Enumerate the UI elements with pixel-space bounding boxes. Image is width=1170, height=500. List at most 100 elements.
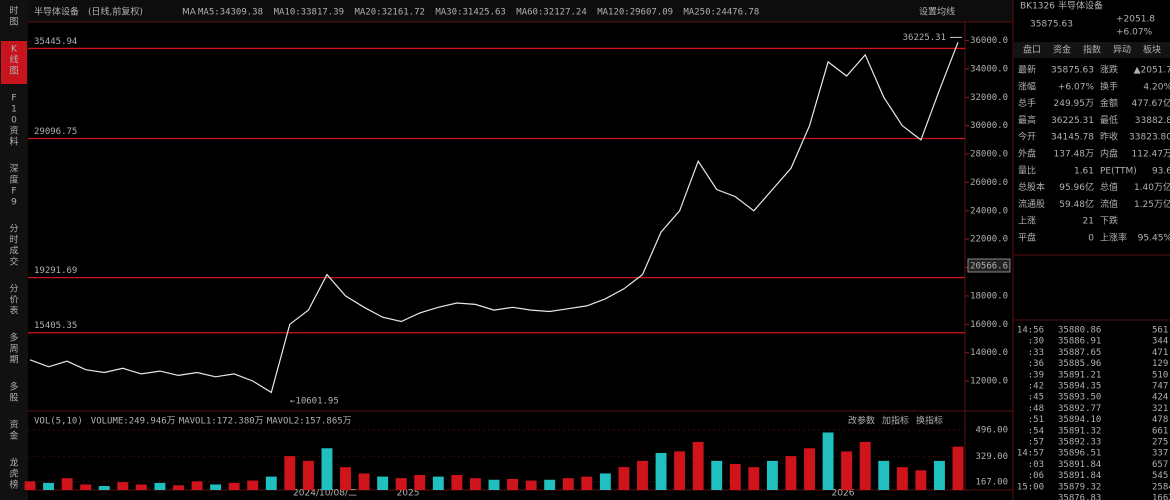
quote-label: 涨幅 bbox=[1018, 80, 1036, 92]
toolbar-char[interactable]: 榜 bbox=[9, 479, 18, 491]
toolbar-char[interactable]: F bbox=[11, 94, 16, 104]
toolbar-char[interactable]: 资 bbox=[9, 420, 18, 431]
y-tick-label: 32000.0 bbox=[970, 93, 1008, 103]
toolbar-char[interactable]: 料 bbox=[9, 136, 18, 148]
toolbar-char[interactable]: 图 bbox=[9, 66, 18, 77]
volume-bar bbox=[154, 482, 166, 490]
tick-time: :42 bbox=[1028, 382, 1044, 392]
toolbar-char[interactable]: 线 bbox=[9, 54, 18, 66]
volume-bar bbox=[896, 467, 908, 490]
tick-volume: 129 bbox=[1152, 359, 1168, 369]
volume-bar bbox=[117, 482, 129, 490]
settings[interactable]: 设置均线 bbox=[919, 6, 955, 18]
quote-value: 1.61 bbox=[1074, 166, 1094, 176]
quote-value: ▲2051.7 bbox=[1134, 66, 1170, 76]
tick-volume: 321 bbox=[1152, 404, 1168, 414]
quote-label: 今开 bbox=[1018, 131, 1036, 143]
quote-value: 21 bbox=[1083, 217, 1094, 227]
cursor-label: 20566.6 bbox=[970, 262, 1008, 272]
toolbar-char[interactable]: 龙 bbox=[9, 457, 18, 469]
volume-bar bbox=[655, 452, 667, 490]
code: BK1326 bbox=[1020, 2, 1055, 12]
quote-label: 平盘 bbox=[1018, 232, 1036, 244]
ma-value: MA60:32127.24 bbox=[516, 8, 586, 18]
y-tick-label: 18000.0 bbox=[970, 291, 1008, 301]
toolbar-char[interactable]: 图 bbox=[9, 17, 18, 28]
toolbar-char[interactable]: 时 bbox=[9, 234, 18, 246]
tab[interactable]: 盘口 bbox=[1023, 44, 1041, 56]
toolbar-char[interactable]: 周 bbox=[9, 344, 18, 355]
toolbar-char[interactable]: 多 bbox=[9, 332, 18, 344]
quote-label: 总手 bbox=[1018, 97, 1036, 109]
tick-time: :06 bbox=[1028, 471, 1044, 481]
toolbar-char[interactable]: 0 bbox=[11, 116, 17, 126]
tick-volume: 337 bbox=[1152, 449, 1168, 459]
volume-bar bbox=[748, 467, 760, 490]
quote-label: 量比 bbox=[1018, 164, 1036, 176]
toolbar-char[interactable]: K bbox=[11, 45, 18, 55]
toolbar-char[interactable]: 表 bbox=[9, 305, 18, 317]
toolbar-char[interactable]: 期 bbox=[9, 355, 18, 366]
toolbar-char[interactable]: 1 bbox=[11, 105, 17, 115]
tick-price: 35876.83 bbox=[1058, 494, 1101, 500]
volume-bar bbox=[581, 476, 593, 490]
volume-bar bbox=[766, 460, 778, 490]
toolbar-char[interactable]: 成 bbox=[9, 245, 18, 257]
quote-label: 最低 bbox=[1100, 114, 1118, 126]
volume-header: MAVOL2:157.865万 bbox=[267, 417, 352, 427]
volume-bar bbox=[785, 456, 797, 490]
volume-bar bbox=[173, 485, 184, 490]
toolbar-char[interactable]: F bbox=[11, 187, 16, 197]
tick-volume: 510 bbox=[1152, 370, 1168, 380]
volume-bar bbox=[414, 475, 426, 490]
tick-volume: 344 bbox=[1152, 337, 1168, 347]
tick-price: 35879.32 bbox=[1058, 482, 1101, 492]
toolbar-char[interactable]: 9 bbox=[11, 198, 17, 208]
volume-bar bbox=[358, 473, 370, 490]
toolbar-char[interactable]: 资 bbox=[9, 126, 18, 137]
tick-volume: 275 bbox=[1152, 438, 1168, 448]
toolbar-char[interactable]: 深 bbox=[9, 164, 18, 175]
tab[interactable]: 指数 bbox=[1083, 44, 1101, 56]
quote-value: 4.20% bbox=[1143, 82, 1170, 92]
toolbar-active bbox=[1, 41, 27, 84]
tick-volume: 1662 bbox=[1152, 494, 1170, 500]
y-tick-label: 14000.0 bbox=[970, 348, 1008, 358]
cursor-box bbox=[967, 258, 1011, 273]
toolbar-char[interactable]: 分 bbox=[9, 284, 18, 295]
quote-label: 总值 bbox=[1100, 181, 1118, 193]
tab[interactable]: 异动 bbox=[1113, 45, 1131, 56]
volume-bar bbox=[377, 476, 389, 490]
toolbar-char[interactable]: 股 bbox=[9, 393, 18, 404]
toolbar-char[interactable]: 金 bbox=[9, 430, 18, 442]
toolbar-char[interactable]: 价 bbox=[9, 295, 18, 306]
y-tick-label: 22000.0 bbox=[970, 235, 1008, 245]
toolbar-char[interactable]: 虎 bbox=[9, 468, 18, 480]
tab[interactable]: 板块 bbox=[1143, 44, 1161, 56]
toolbar-char[interactable]: 多 bbox=[9, 381, 18, 393]
tick-time: 15:00 bbox=[1017, 482, 1044, 492]
ma-value: MA120:29607.09 bbox=[597, 8, 673, 18]
y-tick-label: 24000.0 bbox=[970, 206, 1008, 216]
tick-time: :51 bbox=[1028, 415, 1044, 425]
volume-button[interactable]: 加指标 bbox=[882, 415, 909, 427]
toolbar-char[interactable]: 度 bbox=[9, 174, 18, 186]
y-tick-label: 12000.0 bbox=[970, 377, 1008, 387]
y-tick-label: 34000.0 bbox=[970, 64, 1008, 74]
tab[interactable]: 资金 bbox=[1053, 44, 1071, 56]
volume-bar bbox=[469, 478, 481, 490]
toolbar-char[interactable]: 交 bbox=[9, 256, 18, 268]
volume-button[interactable]: 改参数 bbox=[848, 415, 875, 427]
toolbar-char[interactable]: 分 bbox=[9, 224, 18, 235]
volume-button[interactable]: 换指标 bbox=[916, 415, 943, 427]
toolbar-char[interactable]: 时 bbox=[9, 5, 18, 17]
tick-time: :03 bbox=[1028, 460, 1044, 470]
ma-value: MA10:33817.39 bbox=[274, 8, 344, 18]
volume-bar bbox=[340, 467, 351, 490]
tick-price: 35885.96 bbox=[1058, 359, 1101, 369]
level-label: 29096.75 bbox=[34, 127, 77, 137]
volume-bar bbox=[61, 478, 73, 490]
tick-volume: 424 bbox=[1152, 393, 1168, 403]
volume-bar bbox=[859, 441, 871, 490]
volume-bar bbox=[191, 481, 203, 490]
